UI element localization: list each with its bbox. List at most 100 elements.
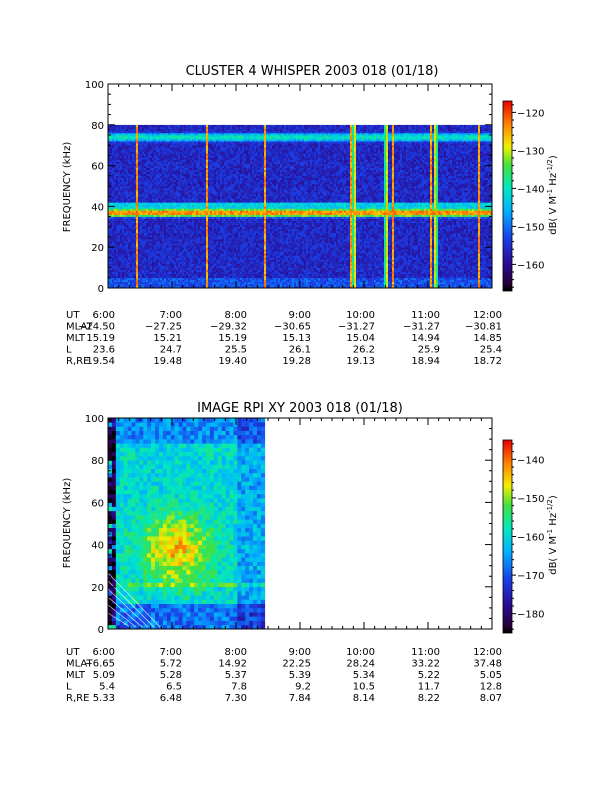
y-tick-label: 40 <box>91 202 104 213</box>
whisper-title: CLUSTER 4 WHISPER 2003 018 (01/18) <box>186 64 439 79</box>
orbit-cell: −24.50 <box>78 322 115 333</box>
orbit-cell: 26.1 <box>289 345 311 356</box>
colorbar-tick-label: −140 <box>517 184 544 195</box>
rpi-colorbar <box>503 440 512 633</box>
orbit-cell: 19.40 <box>218 356 247 367</box>
orbit-cell: 15.21 <box>153 333 182 344</box>
orbit-cell: 33.22 <box>411 659 440 670</box>
y-tick-label: 0 <box>98 284 104 295</box>
orbit-cell: 5.72 <box>160 659 182 670</box>
whisper-orbit-table: UT 6:00 7:00 8:00 9:00 10:00 11:00 12:00 MLAT−24… <box>66 310 502 367</box>
orbit-cell: 9:00 <box>289 647 311 658</box>
orbit-cell: 11:00 <box>411 647 440 658</box>
orbit-cell: 9.2 <box>295 682 311 693</box>
orbit-cell: 23.6 <box>93 345 115 356</box>
orbit-cell: −27.25 <box>145 322 182 333</box>
orbit-cell: 5.34 <box>353 670 375 681</box>
whisper-ylabel: FREQUENCY (kHz) <box>62 142 73 233</box>
orbit-cell: 18.72 <box>473 356 502 367</box>
colorbar-tick-label: −150 <box>517 494 544 505</box>
orbit-cell: 5.09 <box>93 670 115 681</box>
orbit-cell: 6:00 <box>93 647 115 658</box>
whisper-panel: CLUSTER 4 WHISPER 2003 018 (01/18) FREQU… <box>62 64 559 367</box>
orbit-row-label: UT <box>66 310 80 321</box>
orbit-row-label: R,RE <box>66 693 89 704</box>
y-tick-label: 60 <box>91 498 104 509</box>
orbit-cell: 8.14 <box>353 693 375 704</box>
y-tick-label: 80 <box>91 456 104 467</box>
orbit-row-label: MLT <box>66 670 86 681</box>
orbit-cell: 19.48 <box>153 356 182 367</box>
y-tick-label: 40 <box>91 541 104 552</box>
orbit-cell: 7.84 <box>289 693 311 704</box>
orbit-cell: 5.39 <box>289 670 311 681</box>
orbit-cell: 12:00 <box>473 647 502 658</box>
orbit-cell: 7:00 <box>160 647 182 658</box>
orbit-cell: 11.7 <box>418 682 440 693</box>
colorbar-tick-label: −150 <box>517 222 544 233</box>
orbit-cell: 26.2 <box>353 345 375 356</box>
whisper-colorbar-ticks: −160 −150 −140 −130 −120 <box>502 100 544 292</box>
colorbar-tick-label: −160 <box>517 533 544 544</box>
orbit-cell: 22.25 <box>282 659 311 670</box>
rpi-spectrogram <box>107 418 266 630</box>
orbit-cell: 8.22 <box>418 693 440 704</box>
rpi-colorbar-ticks: −180 −170 −160 −150 −140 <box>502 439 544 634</box>
orbit-cell: 5.22 <box>418 670 440 681</box>
orbit-row-label: MLT <box>66 333 86 344</box>
orbit-row-label: L <box>66 345 72 356</box>
orbit-row-label: MLAT <box>66 322 93 333</box>
orbit-cell: 8.07 <box>480 693 502 704</box>
orbit-cell: 7.30 <box>225 693 247 704</box>
whisper-spectrogram <box>108 84 493 289</box>
y-tick-label: 0 <box>98 625 104 636</box>
orbit-cell: 10:00 <box>346 647 375 658</box>
orbit-cell: 14.85 <box>473 333 502 344</box>
orbit-cell: 12.8 <box>480 682 502 693</box>
orbit-cell: 5.33 <box>93 693 115 704</box>
orbit-cell: 19.13 <box>346 356 375 367</box>
colorbar-tick-label: −160 <box>517 260 544 271</box>
orbit-cell: −31.27 <box>403 322 440 333</box>
orbit-cell: −30.81 <box>465 322 502 333</box>
colorbar-tick-label: −140 <box>517 455 544 466</box>
rpi-orbit-table: UT 6:00 7:00 8:00 9:00 10:00 11:00 12:00 MLAT−6.… <box>66 647 502 704</box>
orbit-cell: −31.27 <box>338 322 375 333</box>
orbit-cell: 15.04 <box>346 333 375 344</box>
orbit-row-label: R,RE <box>66 356 89 367</box>
orbit-cell: −29.32 <box>210 322 247 333</box>
whisper-colorbar <box>503 101 512 291</box>
orbit-cell: 18.94 <box>411 356 440 367</box>
orbit-cell: −30.65 <box>274 322 311 333</box>
y-tick-label: 20 <box>91 243 104 254</box>
orbit-cell: 12:00 <box>473 310 502 321</box>
orbit-cell: 14.92 <box>218 659 247 670</box>
orbit-cell: 15.13 <box>282 333 311 344</box>
orbit-row-label: L <box>66 682 72 693</box>
orbit-cell: 9:00 <box>289 310 311 321</box>
y-tick-label: 100 <box>85 80 104 91</box>
orbit-cell: 11:00 <box>411 310 440 321</box>
y-tick-label: 60 <box>91 162 104 173</box>
orbit-cell: 19.54 <box>86 356 115 367</box>
orbit-cell: 15.19 <box>86 333 115 344</box>
orbit-cell: 14.94 <box>411 333 440 344</box>
orbit-cell: 6.5 <box>166 682 182 693</box>
orbit-cell: 15.19 <box>218 333 247 344</box>
colorbar-tick-label: −180 <box>517 610 544 621</box>
colorbar-tick-label: −170 <box>517 571 544 582</box>
orbit-cell: 5.37 <box>225 670 247 681</box>
orbit-cell: 7.8 <box>231 682 247 693</box>
orbit-cell: 10:00 <box>346 310 375 321</box>
y-tick-label: 80 <box>91 121 104 132</box>
orbit-cell: 10.5 <box>353 682 375 693</box>
orbit-cell: 8:00 <box>225 310 247 321</box>
rpi-colorbar-unit: dB( V M-1 Hz-1/2) <box>546 495 559 575</box>
orbit-cell: −6.65 <box>84 659 115 670</box>
orbit-cell: 6:00 <box>93 310 115 321</box>
orbit-cell: 25.4 <box>480 345 502 356</box>
orbit-cell: 25.9 <box>418 345 440 356</box>
orbit-row-label: UT <box>66 647 80 658</box>
orbit-cell: 37.48 <box>473 659 502 670</box>
orbit-cell: 7:00 <box>160 310 182 321</box>
